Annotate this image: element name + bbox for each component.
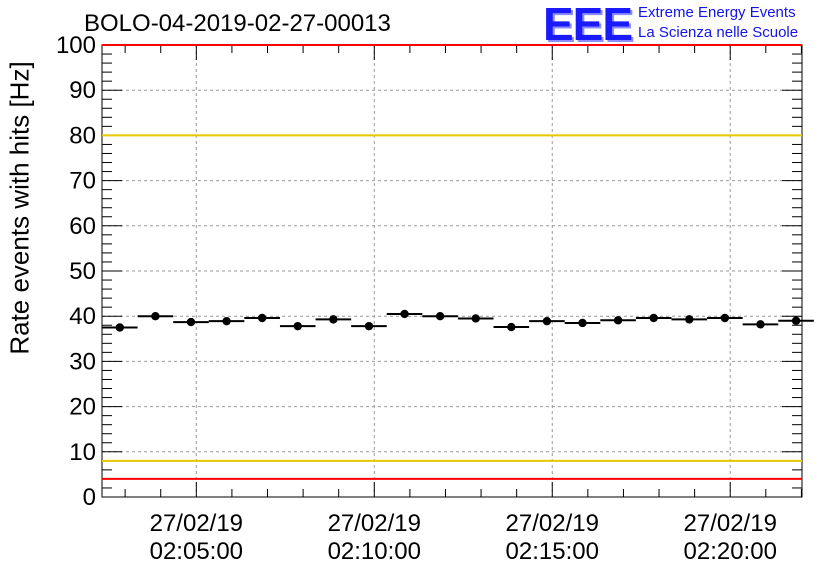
logo-line-2: La Scienza nelle Scuole (638, 24, 799, 41)
y-tick-label: 60 (69, 213, 96, 240)
x-tick-label-time: 02:15:00 (506, 538, 599, 565)
logo-line-1: Extreme Energy Events (638, 4, 796, 21)
x-tick-label-time: 02:05:00 (150, 538, 243, 565)
data-point (613, 316, 623, 325)
chart-title: BOLO-04-2019-02-27-00013 (84, 10, 391, 37)
data-point (542, 316, 552, 326)
x-tick-label-time: 02:20:00 (684, 538, 777, 565)
data-point (329, 315, 338, 324)
x-tick-label-date: 27/02/19 (150, 510, 243, 537)
x-tick-label-date: 27/02/19 (328, 510, 421, 537)
data-point (578, 318, 587, 328)
data-point (257, 313, 267, 323)
y-tick-label: 0 (83, 484, 96, 511)
data-point (222, 316, 231, 326)
data-point (186, 317, 196, 327)
data-point (293, 321, 302, 331)
data-point (685, 315, 694, 324)
data-point (507, 322, 516, 332)
data-point (471, 314, 480, 323)
logo-text: Extreme Energy Events La Scienza nelle S… (638, 3, 798, 43)
x-tick-label-date: 27/02/19 (684, 510, 777, 537)
y-tick-label: 100 (56, 32, 96, 59)
y-tick-label: 10 (69, 439, 96, 466)
y-tick-label: 90 (69, 77, 96, 104)
data-point (756, 320, 765, 329)
data-point (151, 312, 160, 321)
y-tick-label: 30 (69, 348, 96, 375)
y-axis-label: Rate events with hits [Hz] (4, 61, 35, 355)
data-point (649, 313, 658, 323)
data-point (115, 323, 124, 332)
y-tick-label: 50 (69, 258, 96, 285)
x-tick-label-time: 02:10:00 (328, 538, 421, 565)
data-point (791, 316, 801, 325)
eee-logo: EEE (543, 0, 633, 50)
data-point (364, 321, 374, 331)
y-tick-label: 70 (69, 168, 96, 195)
data-point (435, 312, 445, 321)
y-tick-label: 80 (69, 122, 96, 149)
y-tick-label: 20 (69, 394, 96, 421)
data-point (400, 309, 409, 319)
x-tick-label-date: 27/02/19 (506, 510, 599, 537)
data-point (720, 313, 730, 323)
y-tick-label: 40 (69, 303, 96, 330)
